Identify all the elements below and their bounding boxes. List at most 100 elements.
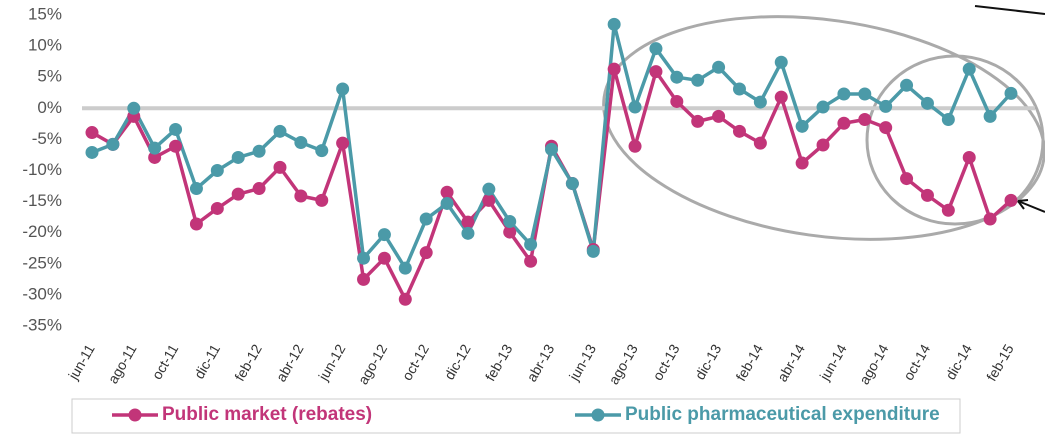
data-point (774, 55, 788, 69)
x-tick-label: oct-12 (399, 341, 432, 383)
x-tick-label: ago-12 (355, 341, 391, 387)
data-point (649, 42, 663, 56)
x-tick-label: oct-14 (900, 341, 933, 383)
data-point (1004, 86, 1018, 100)
data-point (336, 136, 350, 150)
x-tick-label: oct-13 (649, 341, 682, 383)
data-point (294, 136, 308, 150)
data-point (816, 138, 830, 152)
data-point (858, 112, 872, 126)
y-tick-label: -10% (22, 160, 62, 179)
data-point (503, 225, 517, 239)
y-tick-label: 5% (37, 67, 62, 86)
data-point (461, 226, 475, 240)
data-point (398, 261, 412, 275)
data-point (419, 212, 433, 226)
data-point (127, 101, 141, 115)
annotation-ellipse (602, 15, 1045, 241)
data-point (524, 238, 538, 252)
data-point (983, 212, 997, 226)
data-point (336, 82, 350, 96)
data-point (670, 70, 684, 84)
data-point (106, 137, 120, 151)
data-point (357, 272, 371, 286)
data-point (189, 217, 203, 231)
annotation-arrowhead (1017, 199, 1029, 210)
data-point (565, 177, 579, 191)
legend-marker (128, 408, 142, 422)
data-point (377, 251, 391, 265)
data-point (712, 109, 726, 123)
data-point (837, 116, 851, 130)
x-tick-label: jun-14 (816, 341, 850, 384)
data-point (85, 126, 99, 140)
x-tick-label: feb-13 (482, 341, 516, 384)
x-tick-label: feb-14 (732, 341, 766, 384)
data-point (231, 187, 245, 201)
x-tick-label: feb-15 (983, 341, 1017, 384)
y-tick-label: -35% (22, 315, 62, 334)
x-tick-label: ago-11 (104, 341, 139, 386)
data-point (273, 160, 287, 174)
data-point (461, 215, 475, 229)
data-point (1004, 193, 1018, 207)
data-point (85, 145, 99, 159)
data-point (440, 185, 454, 199)
data-point (377, 228, 391, 242)
data-point (670, 94, 684, 108)
data-point (983, 109, 997, 123)
data-point (712, 60, 726, 74)
x-tick-label: jun-13 (565, 341, 599, 384)
y-tick-label: 15% (28, 4, 62, 23)
data-point (169, 122, 183, 136)
data-point (231, 150, 245, 164)
x-tick-label: ago-14 (856, 341, 892, 387)
x-tick-label: ago-13 (605, 341, 641, 387)
data-point (607, 17, 621, 31)
y-tick-label: 0% (37, 98, 62, 117)
annotation-arrow (1017, 200, 1045, 213)
data-point (189, 182, 203, 196)
data-point (169, 139, 183, 153)
x-tick-label: abr-13 (523, 341, 557, 384)
x-tick-label: dic-12 (441, 341, 474, 382)
x-tick-label: dic-11 (191, 341, 224, 381)
data-point (628, 100, 642, 114)
y-tick-label: -25% (22, 253, 62, 272)
data-point (879, 99, 893, 113)
data-point (148, 150, 162, 164)
x-tick-label: dic-14 (942, 341, 975, 382)
data-point (774, 90, 788, 104)
data-point (649, 65, 663, 79)
annotation-line (974, 5, 1045, 15)
data-point (962, 150, 976, 164)
legend-marker (591, 408, 605, 422)
legend-label: Public market (rebates) (162, 404, 372, 425)
data-point (920, 188, 934, 202)
data-point (753, 95, 767, 109)
data-point (210, 201, 224, 215)
series-line (91, 67, 1013, 302)
data-point (795, 119, 809, 133)
data-point (628, 139, 642, 153)
data-point (795, 156, 809, 170)
data-point (900, 78, 914, 92)
data-point (545, 142, 558, 156)
data-point (148, 141, 162, 155)
data-point (252, 144, 266, 158)
data-point (398, 292, 412, 306)
y-tick-label: -15% (22, 191, 62, 210)
data-point (879, 121, 893, 135)
x-tick-label: dic-13 (691, 341, 724, 382)
data-point (941, 203, 955, 217)
data-point (210, 164, 224, 177)
data-point (482, 193, 496, 207)
data-point (503, 215, 517, 229)
y-tick-label: -20% (22, 222, 62, 241)
data-point (524, 254, 538, 268)
legend-box (71, 398, 961, 434)
y-tick-label: 10% (28, 36, 62, 55)
data-point (252, 182, 266, 196)
data-point (753, 136, 767, 150)
data-point (315, 193, 329, 207)
